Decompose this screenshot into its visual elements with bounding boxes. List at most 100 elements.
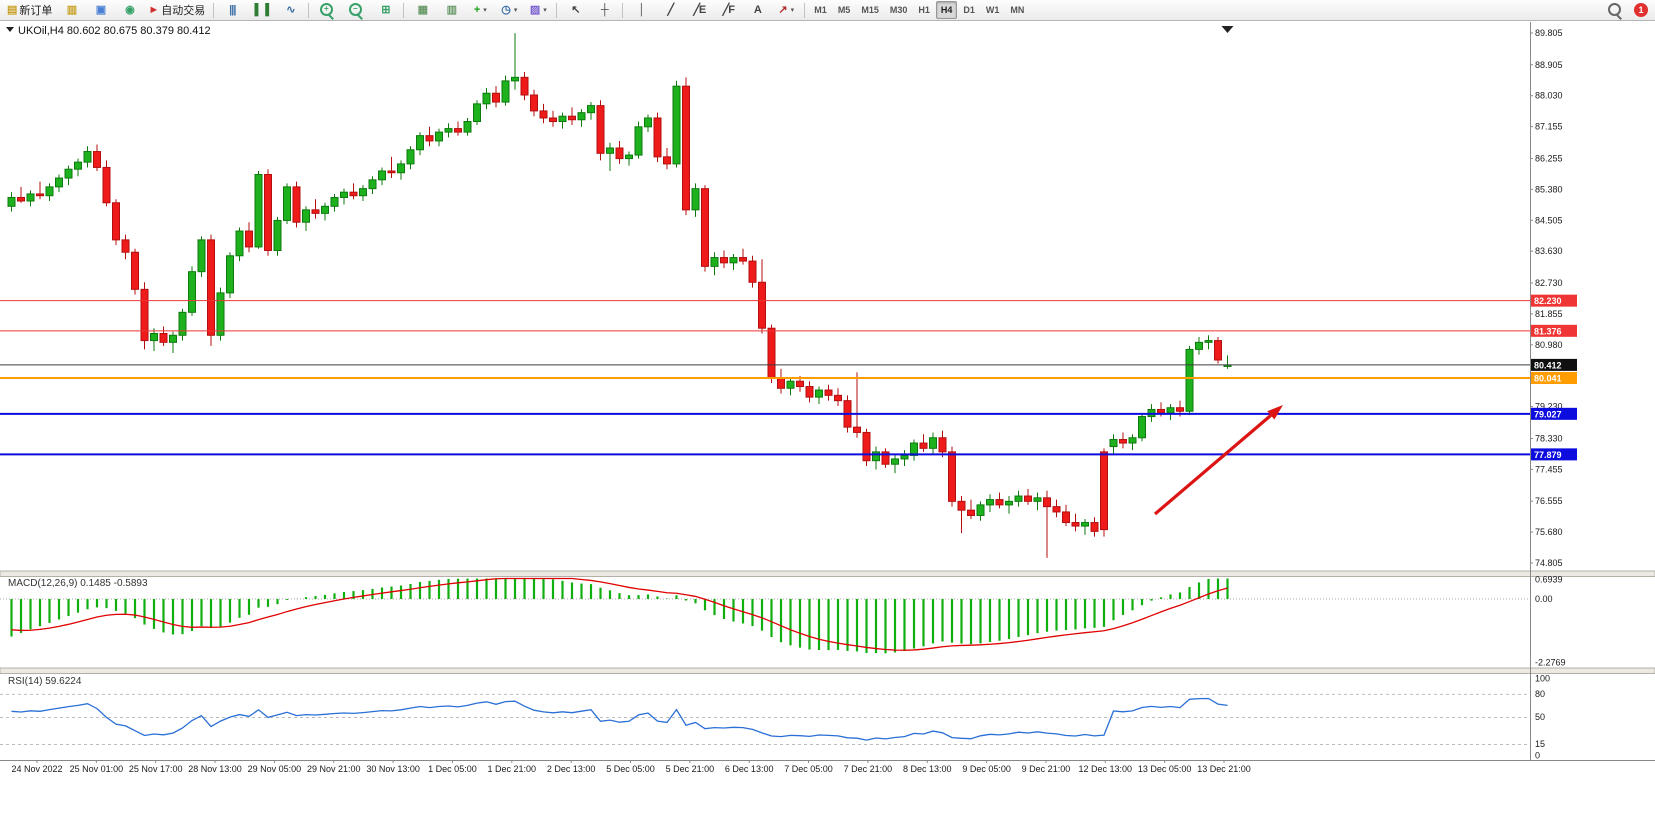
trendline-button[interactable]: ╱	[656, 0, 684, 20]
candlestick-chart-button[interactable]: ▌▐	[247, 0, 275, 20]
periods-button[interactable]: ◷ ▾	[495, 0, 523, 20]
search-button[interactable]	[1601, 0, 1629, 20]
notification-badge[interactable]: 1	[1634, 3, 1648, 17]
candle	[150, 328, 158, 352]
vertical-line-icon: │	[638, 3, 645, 16]
candle	[169, 331, 177, 353]
rsi-line	[11, 697, 1228, 741]
candle	[435, 128, 443, 147]
candle	[625, 151, 633, 166]
zoom-out-button[interactable]: −	[342, 0, 370, 20]
chevron-down-icon: ▾	[483, 7, 487, 14]
new-chart-button[interactable]: ▥	[57, 0, 85, 20]
candle	[501, 75, 510, 106]
candle	[454, 121, 462, 136]
search-icon	[1607, 2, 1623, 20]
candle	[520, 72, 529, 101]
price-axis-label: 81.855	[1535, 309, 1563, 319]
tile-windows-button[interactable]: ⊞	[371, 0, 399, 20]
candle	[1071, 513, 1080, 532]
panel-splitter[interactable]	[0, 667, 1655, 674]
bar-chart-button[interactable]: |||	[218, 0, 246, 20]
profiles-button[interactable]: ▣	[86, 0, 114, 20]
price-axis-label: 89.805	[1535, 28, 1563, 38]
bar-chart-icon: |||	[229, 3, 236, 16]
candle	[1128, 434, 1137, 451]
time-axis-label: 12 Dec 13:00	[1079, 764, 1133, 774]
zoom-in-button[interactable]: +	[313, 0, 341, 20]
candle	[919, 434, 928, 452]
cursor-button[interactable]: ↖	[561, 0, 589, 20]
timeframe-m1-button[interactable]: M1	[814, 5, 827, 15]
candle	[425, 126, 434, 147]
candle	[900, 450, 909, 467]
arrows-button[interactable]: ↗ ▾	[772, 0, 800, 20]
timeframe-mn-button[interactable]: MN	[1010, 5, 1025, 15]
new-order-button[interactable]: ▤ 新订单	[3, 0, 56, 20]
chart-ohlc-header: UKOil,H4 80.602 80.675 80.379 80.412	[18, 25, 211, 37]
candle	[568, 107, 576, 126]
chart-shift-icon: ▥	[446, 3, 457, 16]
candle	[55, 174, 63, 193]
candle	[36, 181, 44, 200]
price-axis-label: 79.230	[1535, 402, 1563, 412]
candle	[606, 142, 614, 171]
timeframe-h1-button[interactable]: H1	[918, 5, 930, 15]
text-label-button[interactable]: A	[743, 0, 771, 20]
timeframe-d1-button[interactable]: D1	[963, 5, 975, 15]
timeframe-m5-button[interactable]: M5	[837, 5, 851, 15]
candle	[349, 183, 358, 200]
vertical-line-button[interactable]: │	[627, 0, 655, 20]
crosshair-icon: ┼	[600, 3, 609, 16]
time-axis-label: 9 Dec 21:00	[1022, 764, 1071, 774]
trend-arrow[interactable]	[1153, 405, 1283, 516]
candle	[387, 156, 396, 179]
price-badge: 82.230	[1531, 294, 1577, 307]
timeframe-m30-button[interactable]: M30	[889, 5, 908, 15]
timeframe-h4-button[interactable]: H4	[935, 1, 958, 19]
price-badge: 80.041	[1531, 371, 1577, 384]
zoom-in-icon: +	[319, 2, 333, 16]
chart-collapse-icon[interactable]	[6, 27, 14, 32]
candle	[881, 448, 890, 468]
time-axis-label: 7 Dec 21:00	[844, 764, 893, 774]
candle	[64, 165, 73, 186]
arrange-charts-button[interactable]: ▦	[408, 0, 436, 20]
fibonacci-button[interactable]: ╱F	[714, 0, 742, 20]
templates-button[interactable]: ▨ ▾	[524, 0, 552, 20]
time-axis[interactable]: 24 Nov 2022 25 Nov 01:00 25 Nov 17:00 28 No…	[0, 760, 1655, 774]
crosshair-button[interactable]: ┼	[590, 0, 618, 20]
candle	[767, 324, 776, 383]
candle	[188, 266, 196, 316]
panel-splitter[interactable]	[0, 570, 1655, 577]
candle	[644, 114, 652, 133]
price-badge: 79.027	[1531, 407, 1577, 420]
timeframe-m15-button[interactable]: M15	[861, 5, 879, 15]
timeframe-w1-button[interactable]: W1	[985, 5, 1000, 15]
equidistant-channel-button[interactable]: ╱E	[685, 0, 713, 20]
price-axis[interactable]: 89.805 88.905 88.030 87.155 86.255 85.380 84.5…	[1530, 22, 1566, 761]
chevron-down-icon: ▾	[543, 7, 547, 14]
candle	[292, 181, 301, 228]
candle	[691, 183, 700, 217]
candle	[416, 132, 424, 156]
candle	[653, 112, 662, 163]
price-badge: 77.879	[1531, 448, 1577, 461]
chart-shift-button[interactable]: ▥	[437, 0, 465, 20]
rsi-axis-label: 15	[1535, 739, 1545, 749]
candle	[530, 89, 538, 117]
time-axis-label: 5 Dec 21:00	[666, 764, 715, 774]
macd-axis-label: -2.2769	[1535, 658, 1566, 668]
macd-label: MACD(12,26,9) 0.1485 -0.5893	[8, 578, 148, 589]
line-chart-button[interactable]: ∿	[276, 0, 304, 20]
auto-trading-button[interactable]: ► 自动交易	[144, 0, 209, 20]
time-axis-label: 24 Nov 2022	[11, 764, 62, 774]
time-axis-label: 9 Dec 05:00	[962, 764, 1011, 774]
tile-windows-icon: ⊞	[381, 3, 390, 16]
indicators-button[interactable]: + ▾	[466, 0, 494, 20]
candle	[805, 381, 814, 403]
sound-button[interactable]: ◉	[115, 0, 143, 20]
candle	[1033, 492, 1042, 511]
price-axis-label: 74.805	[1535, 558, 1563, 568]
